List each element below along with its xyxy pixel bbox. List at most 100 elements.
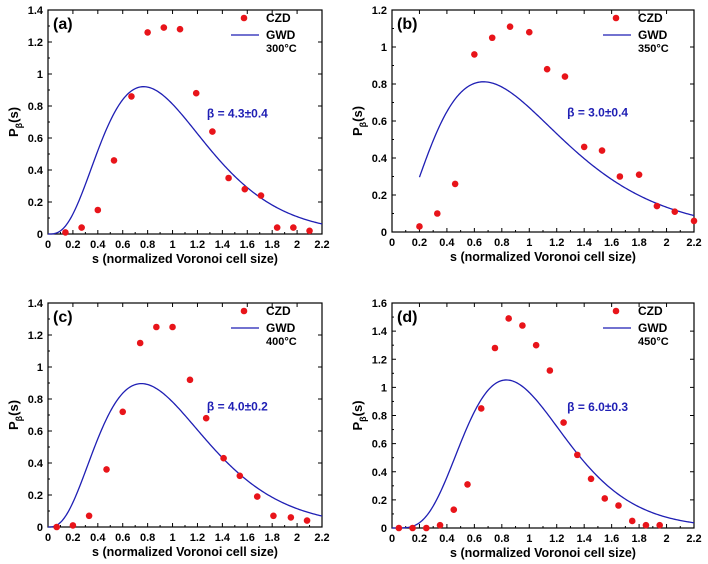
czd-data-point <box>519 322 526 329</box>
y-tick-label: 1.2 <box>372 5 387 17</box>
czd-data-point <box>628 517 636 525</box>
y-tick-label: 1.4 <box>372 326 388 338</box>
czd-data-point <box>506 23 514 30</box>
x-tick-label: 2 <box>663 533 669 545</box>
y-axis-title-subscript: β <box>358 416 368 422</box>
y-tick-label: 1.2 <box>28 330 43 342</box>
czd-data-point <box>653 202 661 210</box>
x-tick-label: 1.8 <box>265 532 280 544</box>
x-tick-label: 0.8 <box>494 533 509 545</box>
y-tick-label: 0.8 <box>28 394 43 406</box>
y-axis-title-main: P <box>350 422 365 431</box>
legend-czd-marker <box>240 307 248 315</box>
x-tick-label: 0.4 <box>439 533 455 545</box>
y-axis-title-tail: (s) <box>350 106 365 122</box>
x-tick-label: 0.4 <box>90 532 106 544</box>
czd-data-point <box>176 25 184 33</box>
x-tick-label: 1.4 <box>215 239 231 251</box>
czd-data-point <box>119 408 127 416</box>
y-tick-label: 0.2 <box>372 495 387 507</box>
x-tick-label: 2 <box>294 239 300 251</box>
x-axis-title: s (normalized Voronoi cell size) <box>450 250 636 264</box>
y-axis-title: Pβ(s) <box>350 106 368 136</box>
y-axis-title: Pβ(s) <box>350 400 368 430</box>
x-tick-label: 2 <box>294 532 300 544</box>
y-tick-label: 0.6 <box>28 133 43 145</box>
czd-data-point <box>561 73 569 80</box>
czd-data-point <box>671 208 679 215</box>
legend-czd-marker <box>612 14 620 22</box>
x-tick-label: 2.2 <box>686 237 701 249</box>
czd-data-point <box>136 339 144 347</box>
chart-panel-a: 0 0.2 0.4 0.6 0.8 1 1.2 1.4 1.6 1.8 2 2.2 0 0.2 0.4 0.6… <box>6 5 330 266</box>
czd-data-point <box>303 517 311 524</box>
y-tick-label: 0.4 <box>372 153 388 165</box>
czd-data-point <box>601 495 609 502</box>
x-tick-label: 0.2 <box>65 532 80 544</box>
czd-data-point <box>225 174 232 182</box>
gwd-fit-curve <box>418 81 695 217</box>
czd-data-point <box>635 171 643 178</box>
y-tick-label: 1.6 <box>372 298 387 310</box>
czd-data-point <box>53 523 61 531</box>
y-axis-title-subscript: β <box>14 415 24 421</box>
czd-data-point <box>287 514 295 521</box>
x-tick-label: 1.2 <box>190 532 205 544</box>
y-axis-title-subscript: β <box>358 121 368 127</box>
y-tick-label: 1 <box>381 42 387 54</box>
y-tick-label: 1 <box>381 382 387 394</box>
y-tick-label: 0.6 <box>28 426 43 438</box>
czd-data-point <box>491 344 499 352</box>
x-tick-label: 1.6 <box>604 237 619 249</box>
x-tick-label: 1.4 <box>577 237 593 249</box>
czd-data-point <box>546 367 554 374</box>
czd-data-point <box>270 512 277 520</box>
x-tick-label: 1.6 <box>240 239 255 251</box>
x-tick-label: 0.2 <box>412 533 427 545</box>
y-tick-label: 0.6 <box>372 116 387 128</box>
czd-data-point <box>423 524 430 532</box>
x-tick-label: 2 <box>663 237 669 249</box>
czd-data-point <box>110 157 118 164</box>
y-tick-label: 1.2 <box>28 37 43 49</box>
czd-data-point <box>273 224 281 231</box>
czd-data-point <box>477 405 485 412</box>
czd-data-point <box>471 51 478 58</box>
czd-data-point <box>69 522 77 529</box>
czd-data-point <box>464 481 471 488</box>
czd-data-point <box>434 210 441 217</box>
x-tick-label: 1 <box>169 239 175 251</box>
czd-data-point <box>543 65 551 73</box>
temperature-label: 400°C <box>266 336 297 348</box>
x-tick-label: 0 <box>45 239 51 251</box>
x-tick-label: 1.6 <box>604 533 619 545</box>
czd-data-point <box>85 512 93 520</box>
chart-panel-b: 0 0.2 0.4 0.6 0.8 1 1.2 1.4 1.6 1.8 2 2.2 0 0.2 0.4 0.6… <box>350 5 702 264</box>
legend-czd-label: CZD <box>266 304 291 318</box>
czd-data-point <box>241 185 249 193</box>
y-tick-label: 0.8 <box>28 101 43 113</box>
legend-czd-label: CZD <box>266 11 291 25</box>
y-axis-title-tail: (s) <box>6 107 21 123</box>
y-tick-label: 1 <box>37 69 43 81</box>
legend-gwd-label: GWD <box>638 321 668 335</box>
czd-data-point <box>78 224 85 231</box>
x-tick-label: 0 <box>389 533 395 545</box>
y-tick-label: 0.2 <box>372 190 387 202</box>
czd-data-point <box>615 502 622 509</box>
y-axis-title-main: P <box>6 421 21 430</box>
czd-data-point <box>560 419 567 426</box>
x-tick-label: 1.8 <box>631 533 646 545</box>
czd-data-point <box>580 143 588 151</box>
czd-data-point <box>306 227 313 235</box>
x-tick-label: 0.4 <box>90 239 106 251</box>
czd-data-point <box>616 173 624 180</box>
x-tick-label: 1.2 <box>549 533 564 545</box>
czd-data-point <box>409 524 416 532</box>
temperature-label: 350°C <box>638 43 669 55</box>
czd-data-point <box>253 493 261 500</box>
czd-data-point <box>160 24 168 31</box>
y-tick-label: 0.8 <box>372 411 387 423</box>
czd-data-point <box>488 34 496 42</box>
